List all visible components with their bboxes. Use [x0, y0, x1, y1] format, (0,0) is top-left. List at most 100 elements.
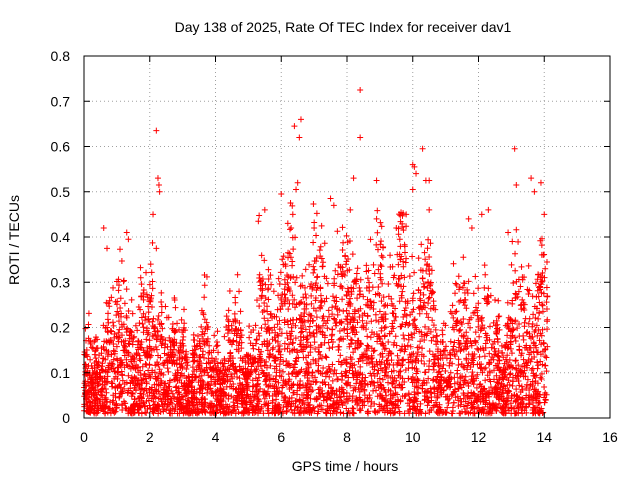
- data-point: [265, 266, 272, 273]
- data-point: [495, 313, 502, 320]
- data-point: [345, 299, 352, 306]
- data-point: [111, 350, 118, 357]
- data-point: [377, 403, 384, 410]
- data-point: [403, 223, 410, 230]
- data-point: [318, 298, 325, 305]
- data-point: [534, 359, 541, 366]
- data-point: [133, 351, 140, 358]
- data-point: [411, 365, 418, 372]
- data-point: [489, 341, 496, 348]
- data-point: [261, 388, 268, 395]
- data-point: [417, 338, 424, 345]
- data-point: [255, 330, 262, 337]
- data-point: [450, 388, 457, 395]
- data-point: [100, 322, 107, 329]
- data-point: [538, 251, 545, 258]
- data-point: [544, 316, 551, 323]
- data-point: [121, 352, 128, 359]
- data-point: [496, 357, 503, 364]
- data-point: [396, 381, 403, 388]
- data-point: [285, 306, 292, 313]
- data-point: [312, 346, 319, 353]
- data-point: [114, 364, 121, 371]
- data-point: [533, 293, 540, 300]
- data-point: [201, 367, 208, 374]
- data-point: [343, 316, 350, 323]
- data-point: [271, 365, 278, 372]
- data-point: [426, 263, 433, 270]
- data-point: [456, 410, 463, 417]
- data-point: [453, 281, 460, 288]
- data-point: [461, 377, 468, 384]
- data-point: [439, 331, 446, 338]
- data-point: [318, 222, 325, 229]
- data-point: [303, 343, 310, 350]
- data-point: [117, 295, 124, 302]
- data-point: [523, 329, 530, 336]
- data-point: [375, 318, 382, 325]
- data-point: [332, 303, 339, 310]
- data-point: [414, 344, 421, 351]
- data-point: [344, 333, 351, 340]
- data-point: [350, 405, 357, 412]
- data-point: [541, 399, 548, 406]
- data-point: [343, 232, 350, 239]
- data-point: [110, 284, 117, 291]
- data-point: [231, 406, 238, 413]
- data-point: [349, 323, 356, 330]
- data-point: [190, 336, 197, 343]
- data-point: [409, 295, 416, 302]
- data-point: [276, 346, 283, 353]
- data-point: [110, 356, 117, 363]
- data-point: [344, 380, 351, 387]
- data-point: [533, 349, 540, 356]
- data-point: [526, 344, 533, 351]
- data-point: [331, 282, 338, 289]
- data-point: [264, 372, 271, 379]
- data-point: [342, 372, 349, 379]
- data-point: [154, 175, 161, 182]
- data-point: [93, 345, 100, 352]
- data-point: [359, 351, 366, 358]
- data-point: [118, 368, 125, 375]
- data-point: [475, 323, 482, 330]
- data-point: [221, 355, 228, 362]
- data-point: [275, 332, 282, 339]
- data-point: [308, 300, 315, 307]
- data-point: [536, 407, 543, 414]
- data-point: [169, 339, 176, 346]
- data-point: [272, 337, 279, 344]
- data-point: [213, 343, 220, 350]
- data-point: [259, 341, 266, 348]
- data-point: [339, 373, 346, 380]
- data-point: [330, 370, 337, 377]
- data-point: [329, 390, 336, 397]
- data-point: [296, 315, 303, 322]
- data-point: [390, 310, 397, 317]
- data-point: [375, 333, 382, 340]
- data-point: [259, 287, 266, 294]
- data-point: [150, 211, 157, 218]
- data-point: [419, 275, 426, 282]
- data-point: [407, 358, 414, 365]
- data-point: [185, 387, 192, 394]
- data-point: [126, 335, 133, 342]
- data-point: [323, 410, 330, 417]
- data-point: [201, 282, 208, 289]
- data-point: [85, 335, 92, 342]
- data-point: [460, 316, 467, 323]
- data-point: [378, 238, 385, 245]
- data-point: [504, 299, 511, 306]
- data-point: [156, 366, 163, 373]
- data-point: [377, 365, 384, 372]
- data-point: [190, 388, 197, 395]
- data-point: [143, 336, 150, 343]
- data-point: [413, 170, 420, 177]
- data-point: [477, 345, 484, 352]
- data-point: [301, 305, 308, 312]
- data-point: [527, 383, 534, 390]
- data-point: [198, 323, 205, 330]
- data-point: [125, 352, 132, 359]
- data-point: [329, 293, 336, 300]
- data-point: [333, 305, 340, 312]
